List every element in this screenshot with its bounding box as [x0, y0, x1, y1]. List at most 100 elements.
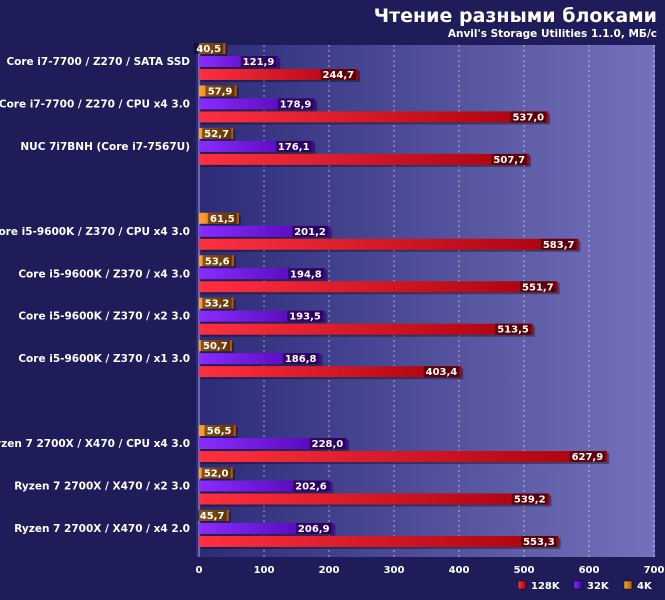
- x-tick-label: 700: [644, 565, 665, 576]
- x-tick-label: 0: [196, 565, 203, 576]
- value-label-box: [423, 366, 460, 378]
- value-label: 537,0: [512, 112, 544, 123]
- category-label: Ryzen 7 2700X / X470 / x2 3.0: [14, 481, 190, 493]
- bar-32k: [199, 310, 325, 322]
- legend-label-4k: 4K: [637, 581, 653, 592]
- value-label-box: [511, 493, 548, 505]
- bar-128k: [199, 111, 549, 123]
- value-label-box: [491, 153, 528, 165]
- category-label: NUC 7i7BNH (Core i7-7567U): [20, 141, 190, 153]
- value-label-box: [295, 522, 332, 534]
- legend-swatch-32k: [573, 580, 583, 590]
- bar-4k: [199, 340, 232, 352]
- value-label-box: [207, 212, 237, 224]
- value-label: 194,8: [290, 269, 322, 280]
- value-label-box: [202, 255, 232, 267]
- chart-subtitle: Anvil's Storage Utilities 1.1.0, МБ/с: [448, 28, 657, 40]
- value-label-box: [194, 43, 224, 54]
- bar-32k: [199, 268, 326, 280]
- bar-32k: [199, 225, 330, 237]
- category-label: Ryzen 7 2700X / X470 / x4 2.0: [14, 523, 190, 535]
- category-label: Core i5-9600K / Z370 / CPU x4 3.0: [0, 226, 190, 238]
- value-label: 201,2: [294, 227, 326, 238]
- value-label: 513,5: [497, 325, 529, 336]
- value-label-box: [202, 127, 232, 139]
- bar-4k: [199, 467, 233, 479]
- value-label: 50,7: [203, 341, 228, 352]
- legend: 128K 32K 4K: [517, 580, 653, 592]
- legend-swatch-128k: [517, 580, 527, 590]
- value-label: 45,7: [200, 511, 225, 522]
- value-label-box: [275, 140, 312, 152]
- value-label-box: [201, 467, 231, 479]
- value-label-box: [204, 425, 234, 437]
- bar-128k: [199, 535, 559, 547]
- bar-128k: [199, 281, 558, 293]
- value-label: 551,7: [522, 282, 554, 293]
- category-label: Core i5-9600K / Z370 / x2 3.0: [18, 311, 190, 323]
- value-label: 202,6: [295, 482, 327, 493]
- value-label-box: [202, 297, 232, 309]
- bar-128k: [199, 69, 359, 80]
- category-label: Core i5-9600K / Z370 / x4 3.0: [18, 268, 190, 280]
- legend-label-128k: 128K: [531, 581, 561, 592]
- value-label-box: [540, 238, 577, 250]
- bar-4k: [199, 425, 236, 437]
- bar-4k: [199, 255, 234, 267]
- value-label: 61,5: [210, 214, 235, 225]
- bar-128k: [199, 451, 608, 463]
- value-label: 53,2: [205, 299, 230, 310]
- value-label: 539,2: [514, 495, 546, 506]
- category-label: Core i5-9600K / Z370 / x1 3.0: [18, 353, 190, 365]
- value-label: 40,5: [196, 44, 221, 55]
- value-label-box: [197, 509, 227, 521]
- bar-32k: [199, 522, 334, 534]
- bar-32k: [199, 353, 321, 365]
- plot-area: [196, 45, 655, 557]
- chart-title: Чтение разными блоками: [374, 5, 657, 27]
- bar-128k: [199, 323, 533, 335]
- value-label-box: [205, 85, 235, 97]
- value-label: 553,3: [523, 537, 555, 548]
- value-label-box: [320, 69, 357, 80]
- value-label: 206,9: [298, 524, 330, 535]
- value-label: 57,9: [208, 86, 233, 97]
- category-label: Ryzen 7 2700X / X470 / CPU x4 3.0: [0, 438, 190, 450]
- value-label: 193,5: [289, 312, 321, 323]
- value-label-box: [569, 451, 606, 463]
- x-tick-label: 400: [449, 565, 470, 576]
- value-label-box: [520, 281, 556, 293]
- value-label: 228,0: [312, 439, 344, 450]
- x-tick-label: 200: [319, 565, 340, 576]
- value-label-box: [277, 98, 314, 110]
- value-label-box: [495, 323, 531, 335]
- bar-32k: [199, 438, 348, 450]
- bar-128k: [199, 493, 550, 505]
- value-label: 178,9: [280, 99, 312, 110]
- bar-128k: [199, 366, 462, 378]
- value-label-box: [510, 111, 547, 123]
- value-label-box: [288, 268, 324, 280]
- value-label: 56,5: [207, 426, 232, 437]
- bar-32k: [199, 140, 314, 152]
- x-tick-label: 300: [384, 565, 405, 576]
- value-label: 176,1: [278, 142, 310, 153]
- value-label-box: [240, 56, 277, 67]
- bar-4k: [199, 509, 229, 521]
- value-label: 52,0: [204, 469, 229, 480]
- bar-4k: [199, 43, 226, 54]
- value-label-box: [293, 480, 329, 492]
- x-axis-ticks: 0 100 200 300 400 500 600 700: [196, 565, 665, 576]
- legend-swatch-4k: [623, 580, 633, 590]
- bar-32k: [199, 480, 331, 492]
- value-label: 507,7: [493, 155, 525, 166]
- value-label-box: [282, 353, 319, 365]
- bar-4k: [199, 127, 234, 139]
- x-tick-label: 500: [514, 565, 535, 576]
- value-label: 53,6: [205, 256, 230, 267]
- value-label-box: [292, 225, 328, 237]
- value-label-box: [287, 310, 323, 322]
- value-label-box: [309, 438, 346, 450]
- x-tick-label: 100: [254, 565, 275, 576]
